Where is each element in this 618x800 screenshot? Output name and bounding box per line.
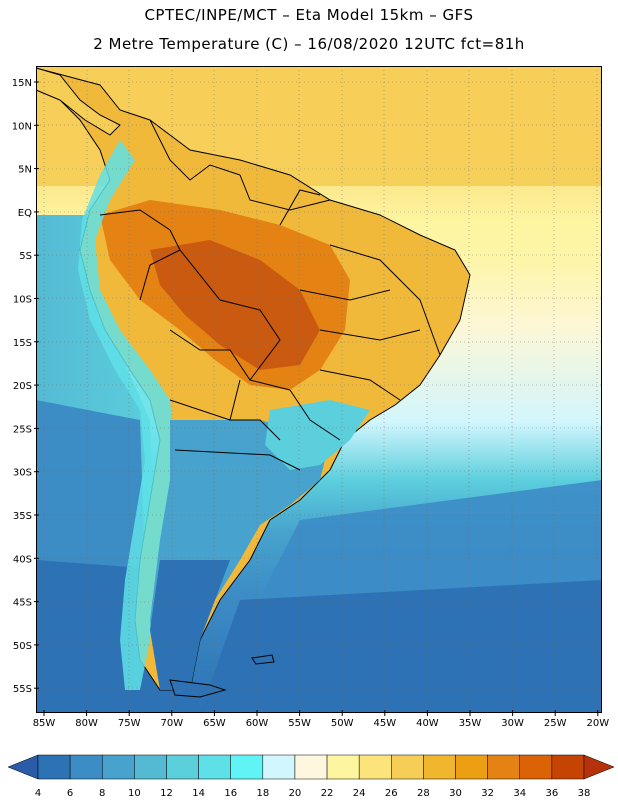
colorbar-label: 34 [513,788,526,799]
colorbar-box [198,754,231,780]
lon-label: 35W [459,718,482,729]
longitude-labels: 85W 80W 75W 70W 65W 60W 55W 50W 45W 40W 35W 30W 25W 2… [33,710,609,729]
lat-label: 10N [12,121,32,132]
lat-label: 45S [13,598,32,609]
lat-label: 35S [13,511,32,522]
colorbar-box [423,754,456,780]
lon-label: 60W [246,718,269,729]
falkland-islands [251,654,275,665]
colorbar-label: 36 [546,788,559,799]
lat-label: 15N [12,78,32,89]
colorbar-arrow-high [583,754,615,780]
colorbar-label: 6 [67,788,73,799]
colorbar-label: 8 [99,788,105,799]
lat-label: 20S [13,381,32,392]
lon-label: 70W [160,718,183,729]
colorbar-label: 30 [449,788,462,799]
lat-label: 5S [19,251,32,262]
colorbar-box [358,754,392,780]
lat-label: 55S [13,684,32,695]
colorbar-box [37,754,71,780]
colorbar-box [294,754,328,780]
colorbar-box [166,754,199,780]
latitude-labels: 15N 10N 5N EQ 5S 10S 15S 20S 25S 30S 35S 40S 45S 50S 5… [12,78,39,695]
andes-cool-zone [78,140,175,690]
colorbar-box [519,754,553,780]
colorbar-label: 16 [224,788,237,799]
map-title-line-1: CPTEC/INPE/MCT – Eta Model 15km – GFS [144,6,474,24]
colorbar-label: 28 [417,788,430,799]
colorbar-label: 26 [385,788,398,799]
colorbar-label: 14 [192,788,205,799]
lon-label: 50W [331,718,354,729]
lat-label: 10S [13,295,32,306]
lon-label: 45W [373,718,396,729]
colorbar-box [262,754,296,780]
lon-label: 30W [501,718,524,729]
atlantic-colder-zone [200,580,602,713]
lat-label: 15S [13,338,32,349]
colorbar-label: 24 [353,788,366,799]
colorbar-label: 32 [481,788,494,799]
lon-label: 65W [203,718,226,729]
lon-label: 20W [586,718,609,729]
lon-label: 75W [118,718,141,729]
colorbar-box [487,754,521,780]
map-panel [36,66,602,713]
lat-label: 40S [13,554,32,565]
colorbar-box [455,754,488,780]
colorbar-label: 4 [35,788,41,799]
colorbar-label: 20 [289,788,302,799]
colorbar-box [391,754,424,780]
colorbar-box [326,754,360,780]
hottest-core-zone [150,240,320,370]
colorbar-label: 18 [256,788,269,799]
lon-label: 80W [75,718,98,729]
lon-label: 40W [416,718,439,729]
lat-label: 50S [13,641,32,652]
map-title-line-2: 2 Metre Temperature (C) – 16/08/2020 12U… [93,35,525,53]
colorbar-label: 22 [321,788,334,799]
lon-label: 55W [288,718,311,729]
colorbar-label: 10 [128,788,141,799]
country-borders [99,119,441,471]
colorbar-box [101,754,135,780]
southeast-brazil-mild [265,400,370,470]
colorbar-box [69,754,103,780]
colorbar-box [230,754,264,780]
colorbar: 4 6 8 10 12 14 16 18 20 22 24 26 28 30 32 34 36 38 [7,754,615,799]
colorbar-box [134,754,167,780]
lat-label: 30S [13,468,32,479]
colorbar-label: 12 [160,788,173,799]
lat-label: EQ [18,208,32,219]
patagonia-cold [150,560,230,690]
colorbar-box [551,754,585,780]
central-america-land [36,67,121,136]
lat-label: 25S [13,424,32,435]
lon-label: 85W [33,718,56,729]
tierra-del-fuego [169,679,227,698]
lon-label: 25W [544,718,567,729]
colorbar-arrow-low [7,754,39,780]
lat-label: 5N [18,165,32,176]
colorbar-label: 38 [578,788,591,799]
